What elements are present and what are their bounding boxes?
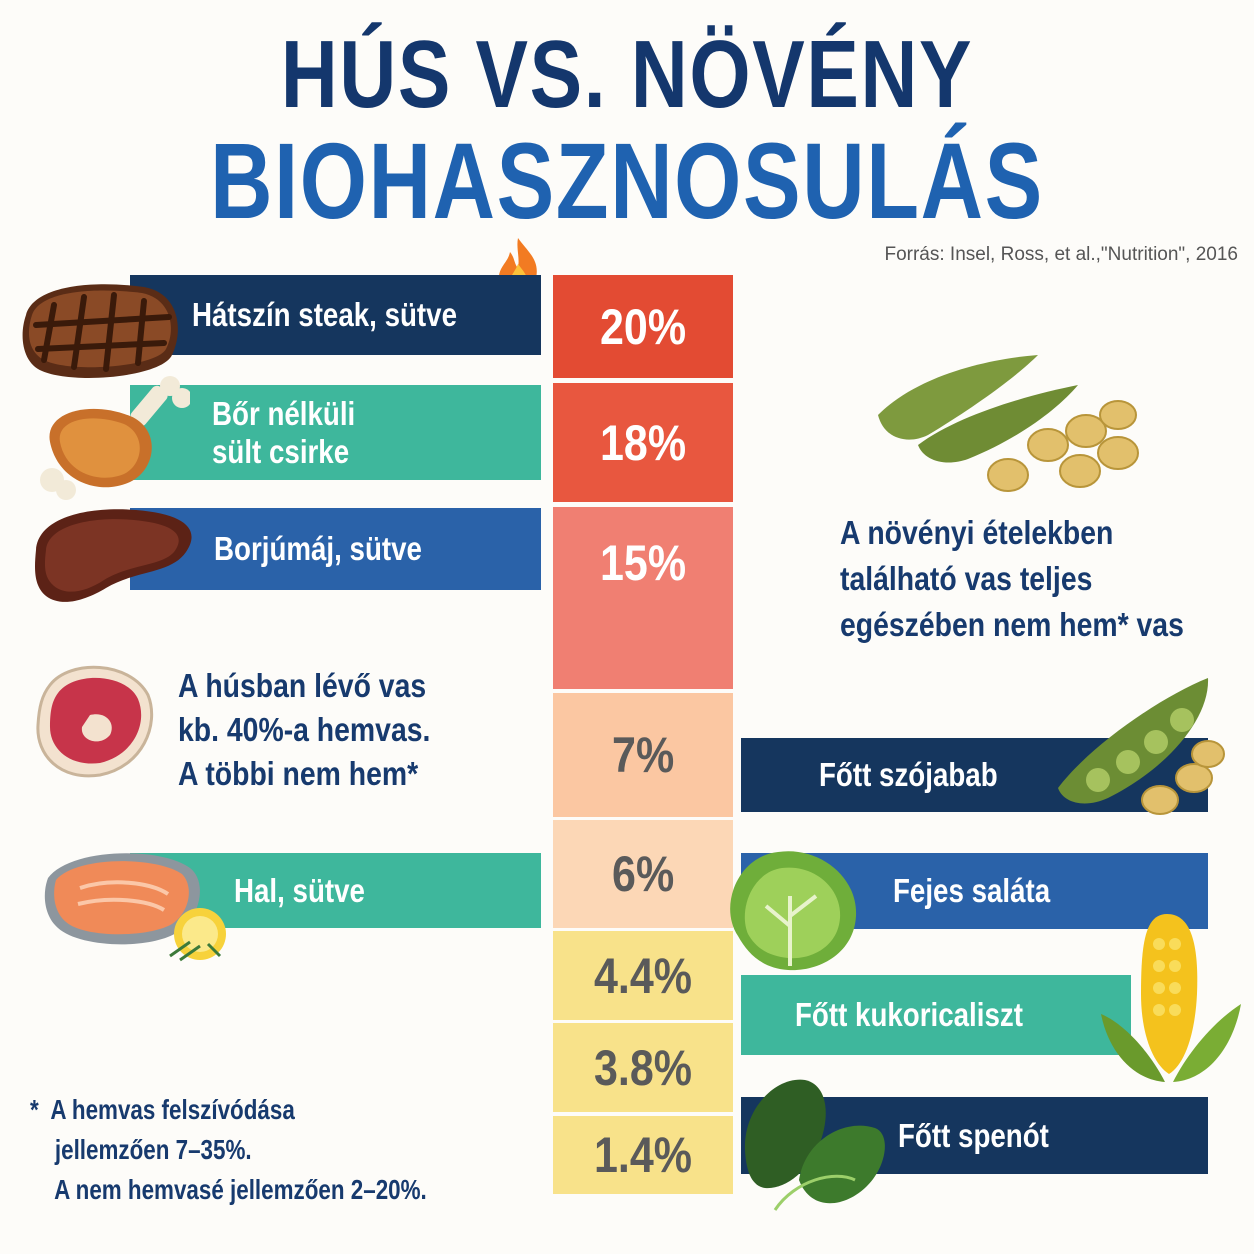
footnote: * A hemvas felszívódása jellemzően 7–35%… [30, 1090, 526, 1210]
page-title: HÚS VS. NÖVÉNY [280, 21, 974, 128]
plant-note-line: A növényi ételekben [840, 514, 1114, 551]
percentage-cell: 3.8% [553, 1023, 733, 1112]
footnote-line: A nem hemvasé jellemzően 2–20%. [30, 1174, 427, 1205]
spinach-icon [744, 1079, 885, 1211]
meat-label-fish: Hal, sütve [234, 871, 365, 909]
plant-note-line: található vas teljes [840, 560, 1093, 597]
plant-nonheme-note: A növényi ételekben található vas teljes… [840, 510, 1240, 648]
percentage-value: 18% [599, 414, 687, 471]
raw-meat-icon [36, 665, 154, 778]
plant-label-corn: Főtt kukoricaliszt [795, 996, 1023, 1033]
percentage-value: 15% [599, 535, 687, 591]
percentage-cell: 18% [553, 383, 733, 502]
plant-label-soybean: Főtt szójabab [819, 756, 998, 793]
lettuce-icon [730, 851, 857, 971]
meat-band-steak: Hátszín steak, sütve [130, 275, 541, 355]
source-citation: Forrás: Insel, Ross, et al.,"Nutrition",… [884, 244, 1238, 265]
meat-label-chicken: Bőr nélküli sült csirke [212, 394, 356, 470]
footnote-line: jellemzően 7–35%. [30, 1134, 252, 1165]
plant-band-corn: Főtt kukoricaliszt [741, 975, 1131, 1055]
percentage-cell: 6% [553, 820, 733, 928]
liver-icon [35, 509, 192, 602]
plant-note-line: egészében nem hem* vas [840, 606, 1184, 643]
percentage-value: 20% [599, 298, 687, 355]
plant-label-lettuce: Fejes saláta [893, 872, 1051, 909]
percentage-value: 7% [611, 727, 675, 783]
percentage-value: 3.8% [593, 1039, 693, 1096]
percentage-cell: 15% [553, 507, 733, 689]
meat-heme-note: A húsban lévő vas kb. 40%-a hemvas. A tö… [178, 664, 472, 796]
meat-band-chicken: Bőr nélküli sült csirke [130, 385, 541, 480]
meat-label-liver: Borjúmáj, sütve [214, 530, 422, 567]
percentage-cell: 7% [553, 693, 733, 817]
percentage-cell: 20% [553, 275, 733, 378]
plant-label-spinach: Főtt spenót [898, 1116, 1049, 1154]
meat-label-steak: Hátszín steak, sütve [192, 296, 457, 333]
meat-note-line: kb. 40%-a hemvas. [178, 711, 431, 748]
meat-note-line: A húsban lévő vas [178, 667, 427, 704]
meat-band-liver: Borjúmáj, sütve [130, 508, 541, 590]
chicken-icon [40, 376, 190, 500]
percentage-cell: 1.4% [553, 1116, 733, 1194]
meat-note-line: A többi nem hem* [178, 755, 419, 792]
steak-icon [22, 284, 178, 378]
percentage-value: 1.4% [593, 1127, 693, 1183]
fish-icon [44, 853, 226, 962]
footnote-line: * A hemvas felszívódása [30, 1094, 295, 1125]
soybean-icon [1058, 678, 1225, 815]
soybeans-group-icon [878, 355, 1139, 492]
percentage-value: 4.4% [593, 947, 693, 1004]
percentage-value: 6% [611, 846, 675, 902]
page-subtitle: BIOHASZNOSULÁS [210, 120, 1044, 241]
percentage-cell: 4.4% [553, 931, 733, 1020]
corn-icon [1101, 914, 1241, 1082]
